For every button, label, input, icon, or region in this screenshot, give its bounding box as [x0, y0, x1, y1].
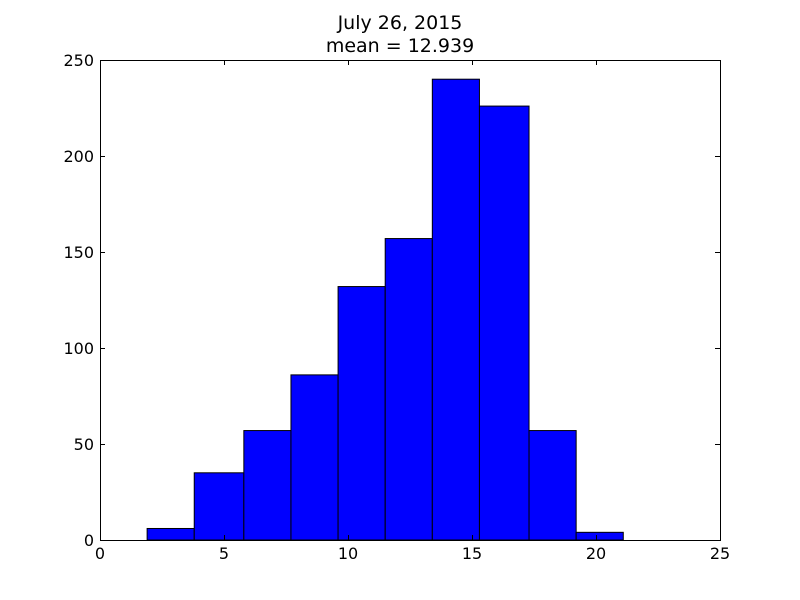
- y-tick-label-50: 50: [74, 435, 94, 454]
- histogram-bar-6: [431, 78, 480, 541]
- chart-title: July 26, 2015: [337, 12, 463, 34]
- histogram-bar-7: [478, 105, 530, 541]
- histogram-bar-4: [337, 286, 386, 541]
- histogram-bar-5: [384, 238, 433, 541]
- x-tick-label-0: 0: [95, 544, 105, 563]
- x-tick-label-20: 20: [586, 544, 606, 563]
- y-tick-label-250: 250: [63, 51, 94, 70]
- x-tick-label-10: 10: [338, 544, 358, 563]
- x-tick-label-25: 25: [710, 544, 730, 563]
- histogram-bar-9: [575, 531, 624, 541]
- y-tick-label-200: 200: [63, 147, 94, 166]
- histogram-bar-2: [243, 430, 292, 541]
- axes-frame: [100, 60, 721, 541]
- histogram-bar-0: [146, 527, 195, 541]
- y-tick-label-0: 0: [84, 531, 94, 550]
- histogram-bar-8: [528, 430, 577, 541]
- y-tick-label-100: 100: [63, 339, 94, 358]
- x-tick-label-5: 5: [219, 544, 229, 563]
- x-tick-label-15: 15: [462, 544, 482, 563]
- histogram-bar-3: [290, 374, 339, 541]
- y-tick-label-150: 150: [63, 243, 94, 262]
- histogram-bar-1: [193, 472, 245, 541]
- histogram-bars: [146, 78, 624, 541]
- chart-subtitle: mean = 12.939: [325, 35, 475, 57]
